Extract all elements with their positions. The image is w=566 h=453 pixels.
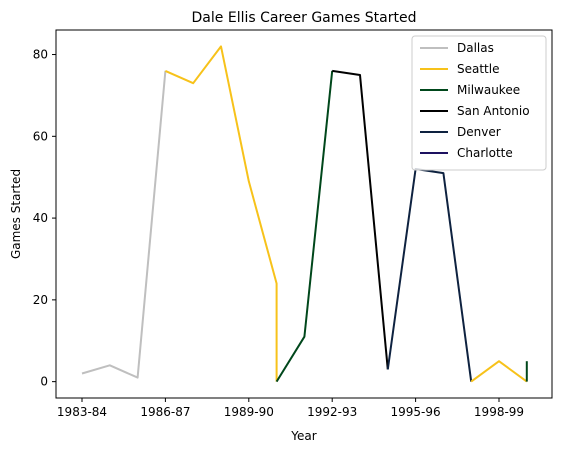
legend-label-charlotte: Charlotte	[457, 146, 513, 160]
chart-title: Dale Ellis Career Games Started	[192, 10, 417, 26]
series-line-seattle	[164, 45, 278, 382]
y-tick-label: 80	[33, 48, 48, 62]
y-tick-label: 40	[33, 211, 48, 225]
series-lines	[81, 45, 528, 383]
x-tick-label: 1986-87	[140, 405, 190, 419]
x-tick-label: 1989-90	[224, 405, 274, 419]
y-tick-label: 0	[40, 375, 48, 389]
legend: Dallas Seattle Milwaukee San Antonio Denver C…	[411, 35, 547, 171]
y-tick-label: 20	[33, 293, 48, 307]
x-tick-label: 1992-93	[307, 405, 357, 419]
x-tick-label: 1983-84	[57, 405, 107, 419]
x-tick-label: 1998-99	[474, 405, 524, 419]
series-line-milwaukee	[275, 70, 334, 383]
legend-label-dallas: Dallas	[457, 41, 494, 55]
legend-label-seattle: Seattle	[457, 62, 499, 76]
x-axis-title: Year	[290, 429, 316, 443]
y-axis: 0 20 40 60 80	[33, 48, 56, 389]
series-line-denver	[386, 168, 473, 382]
series-line-seattle	[470, 360, 528, 383]
series-line-dallas	[81, 70, 167, 379]
legend-label-denver: Denver	[457, 125, 501, 139]
legend-label-milwaukee: Milwaukee	[457, 83, 520, 97]
plot-area	[55, 29, 553, 399]
y-tick-label: 60	[33, 129, 48, 143]
x-axis: 1983-84 1986-87 1989-90 1992-93 1995-96 1998-…	[57, 398, 524, 419]
y-axis-title: Games Started	[9, 169, 23, 259]
x-tick-label: 1995-96	[391, 405, 441, 419]
legend-label-san-antonio: San Antonio	[457, 104, 530, 118]
series-line-san-antonio	[332, 69, 389, 370]
